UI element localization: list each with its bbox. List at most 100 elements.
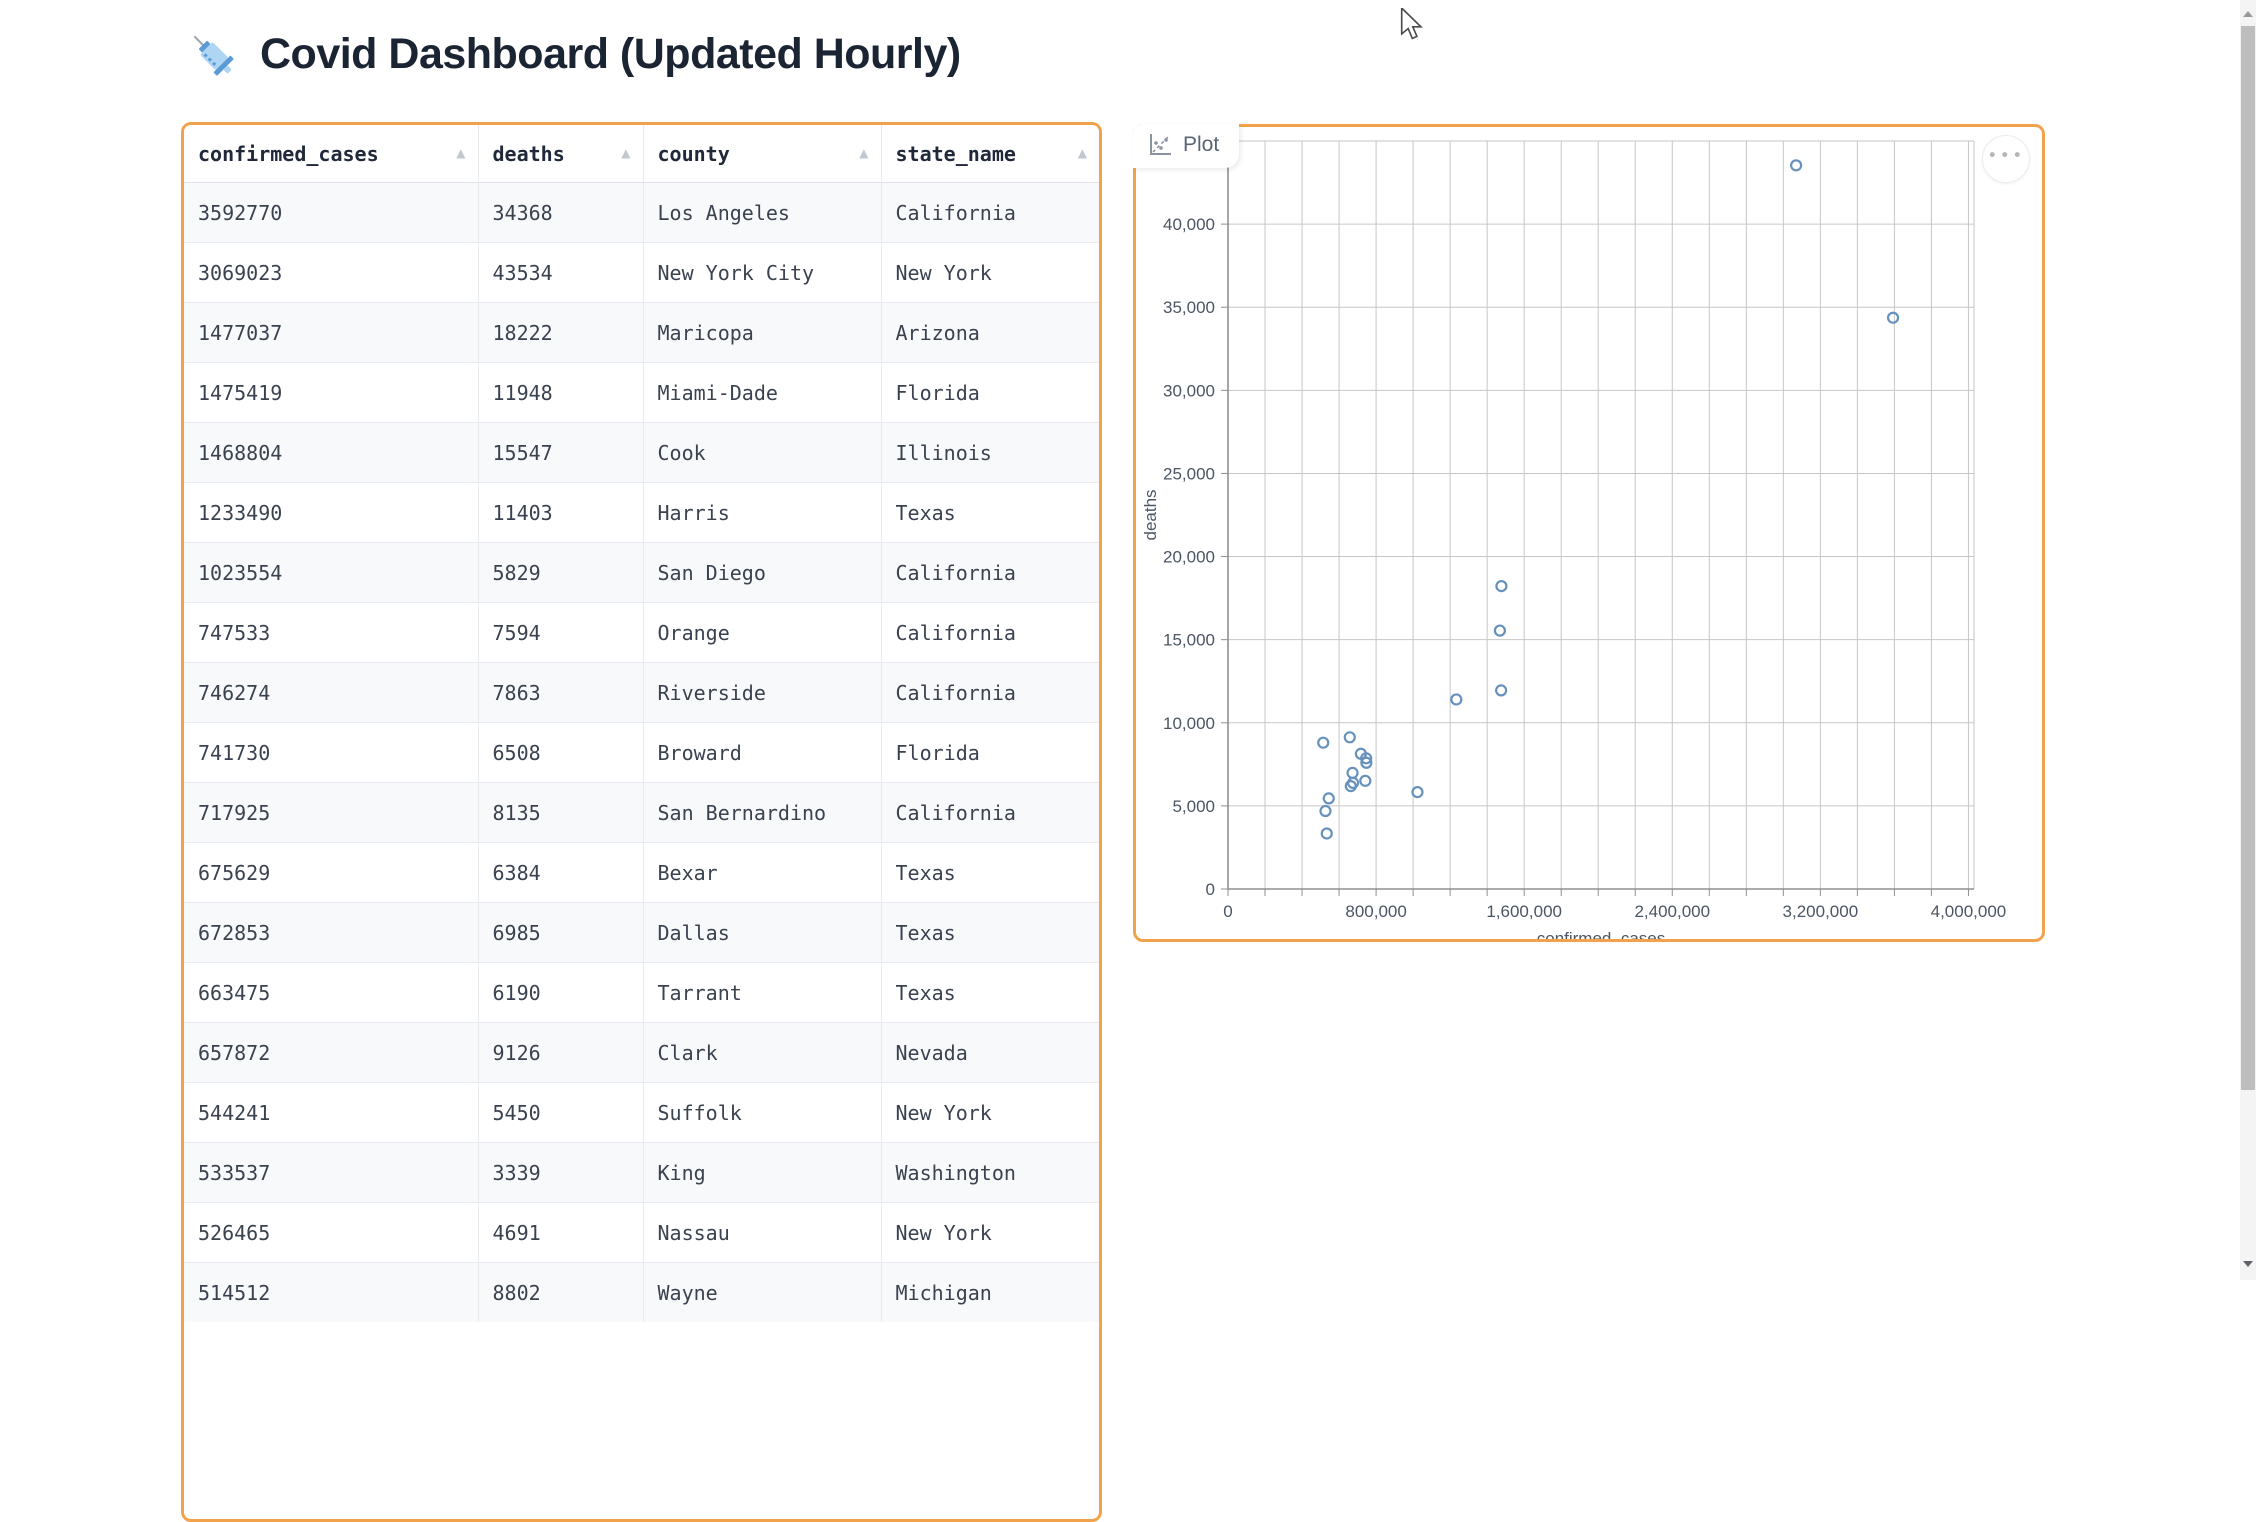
cell-confirmed-cases: 1233490 xyxy=(184,482,478,543)
scatter-point xyxy=(1343,731,1356,744)
table-row: 717925 8135 San Bernardino California xyxy=(184,782,1099,843)
cell-confirmed-cases: 675629 xyxy=(184,842,478,903)
cell-deaths: 15547 xyxy=(477,422,643,483)
cell-county: Maricopa xyxy=(642,302,881,363)
table-row: 741730 6508 Broward Florida xyxy=(184,722,1099,783)
cell-confirmed-cases: 533537 xyxy=(184,1142,478,1203)
table-row: 514512 8802 Wayne Michigan xyxy=(184,1262,1099,1322)
table-row: 1233490 11403 Harris Texas xyxy=(184,482,1099,543)
x-tick-label: 4,000,000 xyxy=(1931,902,2007,921)
column-header-deaths[interactable]: deaths ▲ xyxy=(477,125,643,183)
table-row: 672853 6985 Dallas Texas xyxy=(184,902,1099,963)
x-tick-label: 3,200,000 xyxy=(1783,902,1859,921)
cell-state-name: Nevada xyxy=(880,1022,1099,1083)
x-tick-label: 0 xyxy=(1223,902,1232,921)
cell-state-name: New York xyxy=(880,242,1099,303)
cell-deaths: 3339 xyxy=(477,1142,643,1203)
mouse-cursor xyxy=(1400,8,1423,40)
table-row: 526465 4691 Nassau New York xyxy=(184,1202,1099,1263)
cell-county: San Bernardino xyxy=(642,782,881,843)
cell-confirmed-cases: 746274 xyxy=(184,662,478,723)
y-tick-label: 0 xyxy=(1206,880,1215,899)
column-header-state-name[interactable]: state_name ▲ xyxy=(880,125,1099,183)
table-row: 533537 3339 King Washington xyxy=(184,1142,1099,1203)
column-label: deaths xyxy=(492,141,565,166)
scatter-plot-canvas[interactable]: 0 800,000 1,600,000 2,400,000 3,200,000 4,000… xyxy=(1136,127,2042,939)
cell-state-name: California xyxy=(880,182,1099,243)
scatter-point xyxy=(1322,792,1335,805)
y-tick-label: 5,000 xyxy=(1172,797,1215,816)
cell-state-name: New York xyxy=(880,1082,1099,1143)
y-tick-label: 25,000 xyxy=(1163,464,1215,483)
cell-state-name: Florida xyxy=(880,722,1099,783)
cell-confirmed-cases: 1475419 xyxy=(184,362,478,423)
cell-county: Dallas xyxy=(642,902,881,963)
scatter-point xyxy=(1344,780,1357,793)
cell-county: Harris xyxy=(642,482,881,543)
table-row: 746274 7863 Riverside California xyxy=(184,662,1099,723)
cell-state-name: California xyxy=(880,782,1099,843)
scatter-point xyxy=(1359,774,1372,787)
scatter-point xyxy=(1320,827,1333,840)
y-tick-label: 35,000 xyxy=(1163,298,1215,317)
x-axis-title: confirmed_cases xyxy=(1537,929,1666,939)
table-row: 544241 5450 Suffolk New York xyxy=(184,1082,1099,1143)
cell-county: Cook xyxy=(642,422,881,483)
cell-confirmed-cases: 657872 xyxy=(184,1022,478,1083)
scatter-chart-icon xyxy=(1150,134,1171,155)
vertical-scrollbar[interactable] xyxy=(2240,0,2256,1280)
scroll-up-arrow-icon[interactable] xyxy=(2240,6,2256,22)
cell-confirmed-cases: 3069023 xyxy=(184,242,478,303)
scrollbar-thumb[interactable] xyxy=(2241,26,2255,1090)
cell-county: King xyxy=(642,1142,881,1203)
cell-state-name: Arizona xyxy=(880,302,1099,363)
scatter-point xyxy=(1493,624,1506,637)
table-row: 1477037 18222 Maricopa Arizona xyxy=(184,302,1099,363)
cell-deaths: 6384 xyxy=(477,842,643,903)
cell-state-name: Michigan xyxy=(880,1262,1099,1322)
scatter-point xyxy=(1790,159,1803,172)
cell-confirmed-cases: 514512 xyxy=(184,1262,478,1322)
cell-confirmed-cases: 544241 xyxy=(184,1082,478,1143)
cell-state-name: Texas xyxy=(880,482,1099,543)
y-tick-label: 10,000 xyxy=(1163,714,1215,733)
cell-deaths: 6985 xyxy=(477,902,643,963)
table-row: 3592770 34368 Los Angeles California xyxy=(184,182,1099,243)
plot-menu-button[interactable]: ••• xyxy=(1982,135,2030,183)
y-axis-title: deaths xyxy=(1141,489,1160,540)
cell-confirmed-cases: 663475 xyxy=(184,962,478,1023)
table-row: 1023554 5829 San Diego California xyxy=(184,542,1099,603)
cell-state-name: California xyxy=(880,542,1099,603)
y-tick-label: 30,000 xyxy=(1163,381,1215,400)
sort-asc-icon: ▲ xyxy=(456,145,466,160)
cell-county: Tarrant xyxy=(642,962,881,1023)
cell-deaths: 11948 xyxy=(477,362,643,423)
cell-state-name: Texas xyxy=(880,962,1099,1023)
column-label: state_name xyxy=(895,141,1016,166)
cell-county: Clark xyxy=(642,1022,881,1083)
plot-tab[interactable]: Plot xyxy=(1133,124,1240,168)
scatter-point xyxy=(1317,736,1330,749)
cell-county: Wayne xyxy=(642,1262,881,1322)
cell-confirmed-cases: 526465 xyxy=(184,1202,478,1263)
cell-confirmed-cases: 672853 xyxy=(184,902,478,963)
sort-asc-icon: ▲ xyxy=(1077,145,1087,160)
column-header-confirmed-cases[interactable]: confirmed_cases ▲ xyxy=(184,125,478,183)
cell-state-name: Texas xyxy=(880,842,1099,903)
table-row: 657872 9126 Clark Nevada xyxy=(184,1022,1099,1083)
scatter-point xyxy=(1354,747,1367,760)
scroll-down-arrow-icon[interactable] xyxy=(2240,1256,2256,1272)
cell-confirmed-cases: 741730 xyxy=(184,722,478,783)
scatter-point xyxy=(1495,684,1508,697)
cell-state-name: California xyxy=(880,602,1099,663)
cell-confirmed-cases: 717925 xyxy=(184,782,478,843)
cell-county: Orange xyxy=(642,602,881,663)
sort-asc-icon: ▲ xyxy=(621,145,631,160)
plot-panel: Plot ••• 0 800,000 1,600,000 2,400,000 3,200… xyxy=(1133,124,2045,942)
cell-deaths: 34368 xyxy=(477,182,643,243)
scatter-point xyxy=(1360,756,1373,769)
column-header-county[interactable]: county ▲ xyxy=(642,125,881,183)
column-label: confirmed_cases xyxy=(198,141,379,166)
cell-deaths: 11403 xyxy=(477,482,643,543)
cell-confirmed-cases: 1468804 xyxy=(184,422,478,483)
